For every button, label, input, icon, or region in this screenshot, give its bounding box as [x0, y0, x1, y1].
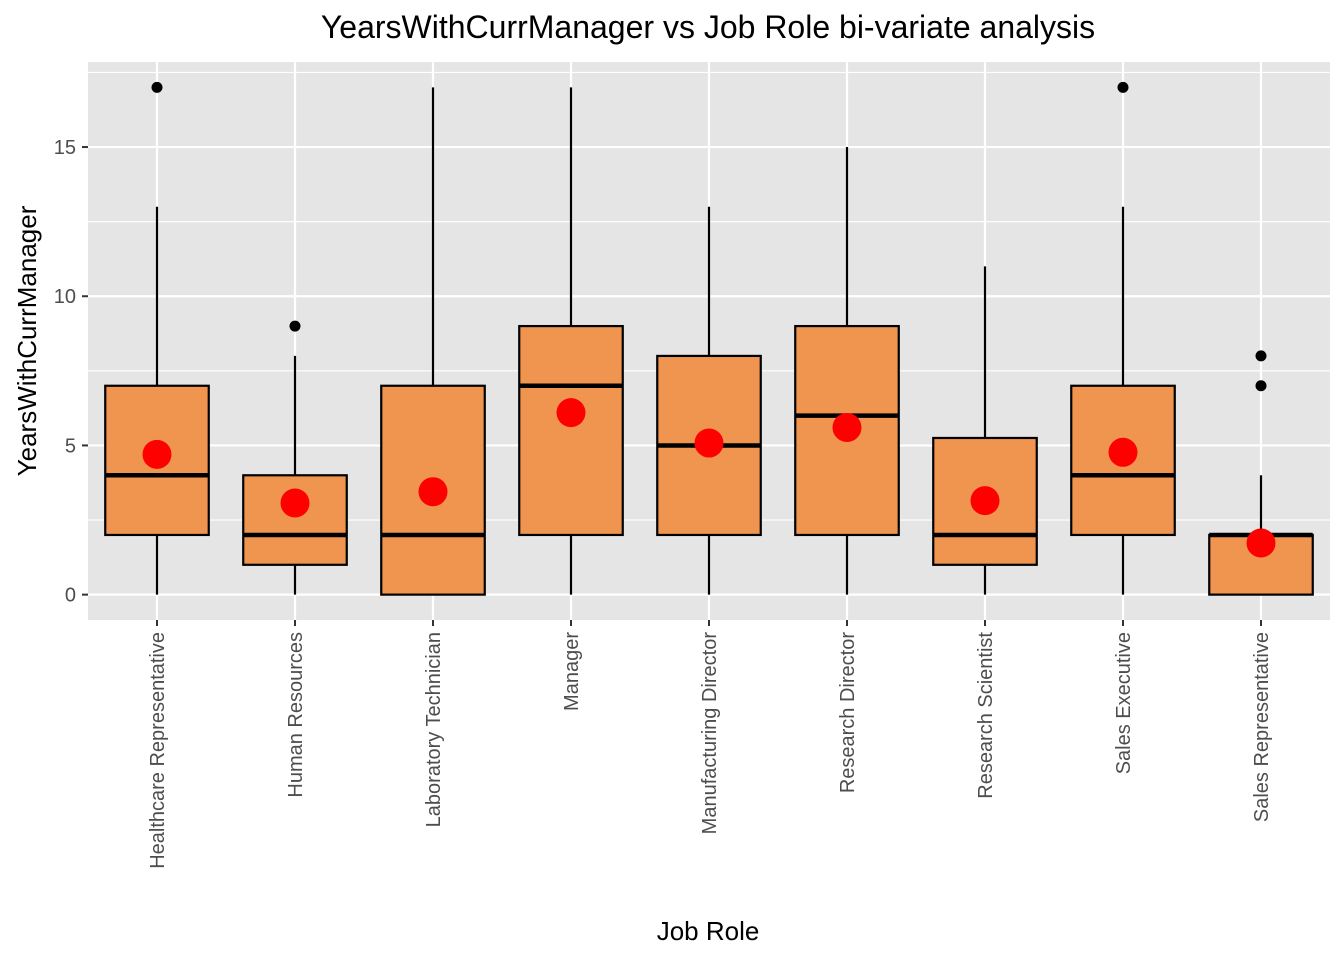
box-group — [1208, 350, 1314, 596]
mean-point — [970, 486, 1000, 516]
chart-title: YearsWithCurrManager vs Job Role bi-vari… — [321, 9, 1095, 45]
y-axis-title: YearsWithCurrManager — [12, 205, 42, 476]
box-group — [104, 81, 210, 595]
mean-point — [418, 477, 448, 507]
x-tick-label: Human Resources — [285, 632, 307, 798]
mean-point — [280, 488, 310, 518]
box-group — [380, 87, 486, 596]
box-group — [656, 206, 762, 595]
box-group — [794, 147, 900, 595]
x-tick-label: Laboratory Technician — [423, 632, 445, 827]
x-axis: Healthcare Representative Human Resources… — [147, 620, 1273, 869]
mean-point — [1108, 437, 1138, 467]
y-axis: 0 5 10 15 — [54, 137, 88, 607]
mean-point — [832, 413, 862, 443]
mean-point — [142, 439, 172, 469]
y-tick-label: 5 — [65, 435, 76, 457]
box-group — [242, 320, 348, 595]
x-tick-label: Sales Executive — [1113, 632, 1135, 774]
y-tick-label: 10 — [54, 286, 76, 308]
box — [518, 324, 624, 537]
x-tick-label: Manager — [561, 632, 583, 711]
y-tick-label: 0 — [65, 585, 76, 607]
mean-point — [694, 428, 724, 458]
mean-point — [556, 398, 586, 428]
x-tick-label: Healthcare Representative — [147, 632, 169, 869]
box-group — [518, 87, 624, 595]
x-axis-title: Job Role — [657, 916, 760, 946]
y-tick-label: 15 — [54, 137, 76, 159]
box-group — [932, 266, 1038, 595]
x-tick-label: Research Scientist — [975, 632, 997, 799]
outlier-point — [1255, 380, 1267, 392]
outlier-point — [151, 81, 163, 93]
outlier-point — [1117, 81, 1129, 93]
outlier-point — [1255, 350, 1267, 362]
box-plots — [104, 81, 1314, 596]
mean-point — [1246, 528, 1276, 558]
box-group — [1070, 81, 1176, 595]
x-tick-label: Manufacturing Director — [699, 632, 721, 835]
x-tick-label: Research Director — [837, 632, 859, 794]
outlier-point — [289, 320, 301, 332]
x-tick-label: Sales Representative — [1251, 632, 1273, 822]
